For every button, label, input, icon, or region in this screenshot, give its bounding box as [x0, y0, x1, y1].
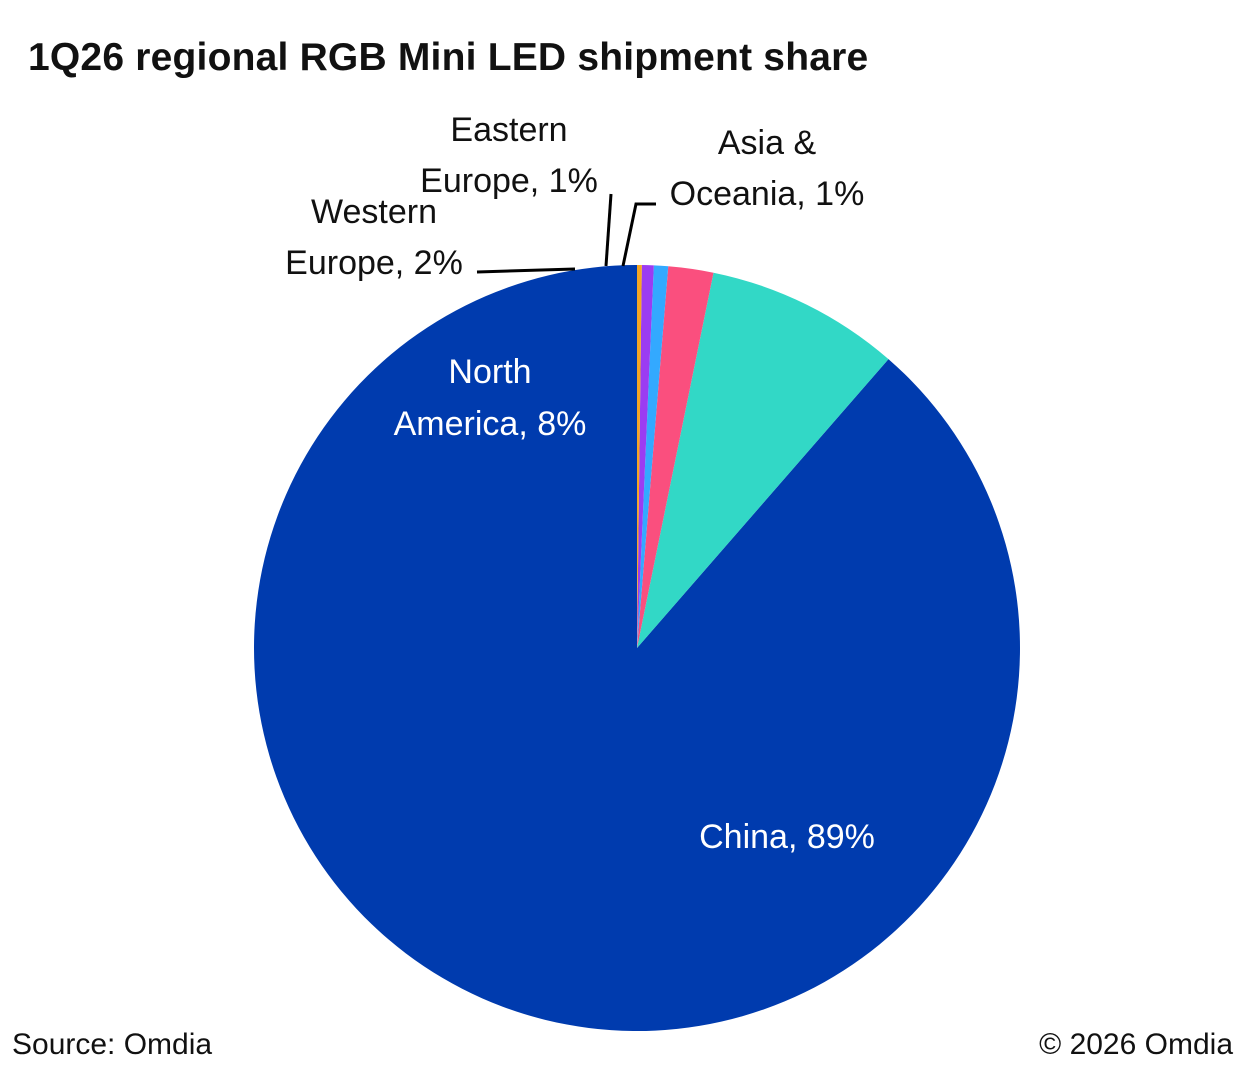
slice-label-china: China, 89% — [699, 818, 875, 856]
leader-lines — [476, 193, 656, 274]
pie-slice-western-europe — [637, 266, 714, 648]
slice-labels: China, 89%North America, 8%Western Europe,… — [285, 111, 875, 856]
slice-label-line: Europe, 1% — [420, 162, 598, 200]
slice-label-line: Asia & — [718, 124, 817, 162]
leader-line-western-europe — [476, 267, 576, 274]
slice-label-north-america: North America, 8% — [394, 353, 587, 443]
slice-label-line: China, 89% — [699, 818, 875, 856]
source-note: Source: Omdia — [12, 1028, 213, 1061]
slice-label-line: Oceania, 1% — [670, 175, 865, 213]
slice-label-asia-oceania: Asia & Oceania, 1% — [670, 124, 865, 213]
pie-slices — [253, 265, 1020, 1031]
leader-line-eastern-europe — [604, 193, 613, 267]
slice-label-line: Western — [311, 193, 437, 231]
pie-slice-north-america — [637, 272, 889, 648]
slice-label-line: North — [448, 353, 531, 391]
pie-slice-eastern-europe — [637, 265, 669, 648]
pie-slice-china — [253, 265, 1020, 1031]
copyright-note: © 2026 Omdia — [1039, 1028, 1233, 1061]
chart-title: 1Q26 regional RGB Mini LED shipment shar… — [28, 36, 869, 79]
leader-line-asia-oceania — [621, 202, 656, 267]
pie-slice-other — [637, 265, 642, 648]
slice-label-line: Eastern — [450, 111, 567, 149]
slice-label-line: Europe, 2% — [285, 244, 463, 282]
slice-label-western-europe: Western Europe, 2% — [285, 193, 463, 282]
pie-slice-asia-oceania — [637, 265, 654, 648]
slice-label-eastern-europe: Eastern Europe, 1% — [420, 111, 598, 200]
slice-label-line: America, 8% — [394, 405, 587, 443]
